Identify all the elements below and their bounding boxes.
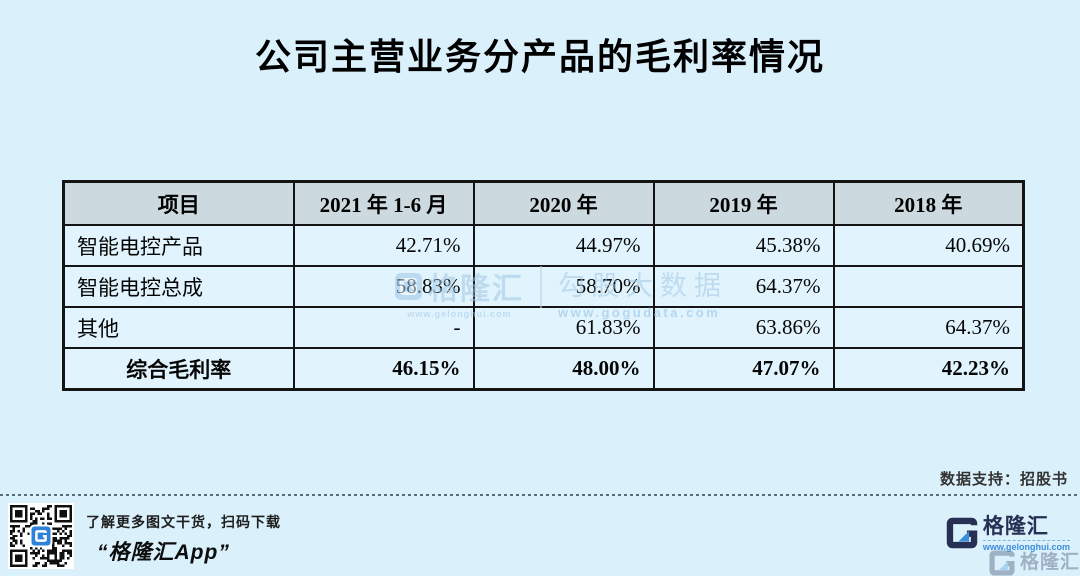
- table-cell: 46.15%: [292, 347, 475, 391]
- gross-margin-table: 项目 2021 年 1-6 月 2020 年 2019 年 2018 年 智能电…: [62, 180, 1025, 391]
- table-cell: 45.38%: [652, 224, 835, 267]
- table-cell: 44.97%: [472, 224, 655, 267]
- table-header-cell: 2020 年: [472, 180, 655, 226]
- table-cell: 40.69%: [832, 224, 1025, 267]
- table-header-cell: 2021 年 1-6 月: [292, 180, 475, 226]
- g-logo-icon: [945, 516, 979, 550]
- table-cell: 48.00%: [472, 347, 655, 391]
- table-cell: 58.83%: [292, 265, 475, 308]
- table-row-total: 综合毛利率 46.15% 48.00% 47.07% 42.23%: [62, 347, 1025, 391]
- table-row: 智能电控总成 58.83% 58.70% 64.37%: [62, 265, 1025, 308]
- data-source-note: 数据支持：招股书: [939, 471, 1068, 488]
- table-cell: -: [292, 306, 475, 349]
- row-label: 其他: [62, 306, 295, 349]
- row-label: 智能电控总成: [62, 265, 295, 308]
- qr-center-logo: [29, 524, 53, 548]
- row-label: 综合毛利率: [62, 347, 295, 391]
- table-cell: 47.07%: [652, 347, 835, 391]
- g-logo-icon: [989, 550, 1015, 576]
- brand-logo: 格隆汇 www.gelonghui.com: [945, 515, 1070, 553]
- brand-name: 格隆汇: [982, 515, 1049, 538]
- table-cell: 64.37%: [652, 265, 835, 308]
- dashed-separator: [0, 494, 1080, 496]
- brand-site: www.gelonghui.com: [982, 540, 1070, 553]
- qr-code: [8, 503, 74, 569]
- table-row: 智能电控产品 42.71% 44.97% 45.38% 40.69%: [62, 224, 1025, 267]
- table-cell: 42.71%: [292, 224, 475, 267]
- table-header-cell: 项目: [62, 180, 295, 226]
- table-header-row: 项目 2021 年 1-6 月 2020 年 2019 年 2018 年: [62, 180, 1025, 226]
- table-cell: [832, 265, 1025, 308]
- table-cell: 63.86%: [652, 306, 835, 349]
- page-title: 公司主营业务分产品的毛利率情况: [254, 36, 825, 77]
- table-cell: 64.37%: [832, 306, 1025, 349]
- table-cell: 58.70%: [472, 265, 655, 308]
- brand-logo-ghost: 格隆汇: [988, 549, 1080, 576]
- g-logo-icon: [35, 530, 47, 542]
- table-row: 其他 - 61.83% 63.86% 64.37%: [62, 306, 1025, 349]
- table-cell: 61.83%: [472, 306, 655, 349]
- qr-app-name: “格隆汇App”: [97, 541, 230, 564]
- brand-name-ghost: 格隆汇: [1019, 552, 1080, 574]
- footer: 了解更多图文干货，扫码下载 “格隆汇App” 格隆汇 www.gelonghui…: [0, 496, 1080, 576]
- table-header-cell: 2019 年: [652, 180, 835, 226]
- table-cell: 42.23%: [832, 347, 1025, 391]
- table-header-cell: 2018 年: [832, 180, 1025, 226]
- row-label: 智能电控产品: [62, 224, 295, 267]
- qr-caption: 了解更多图文干货，扫码下载: [86, 514, 281, 530]
